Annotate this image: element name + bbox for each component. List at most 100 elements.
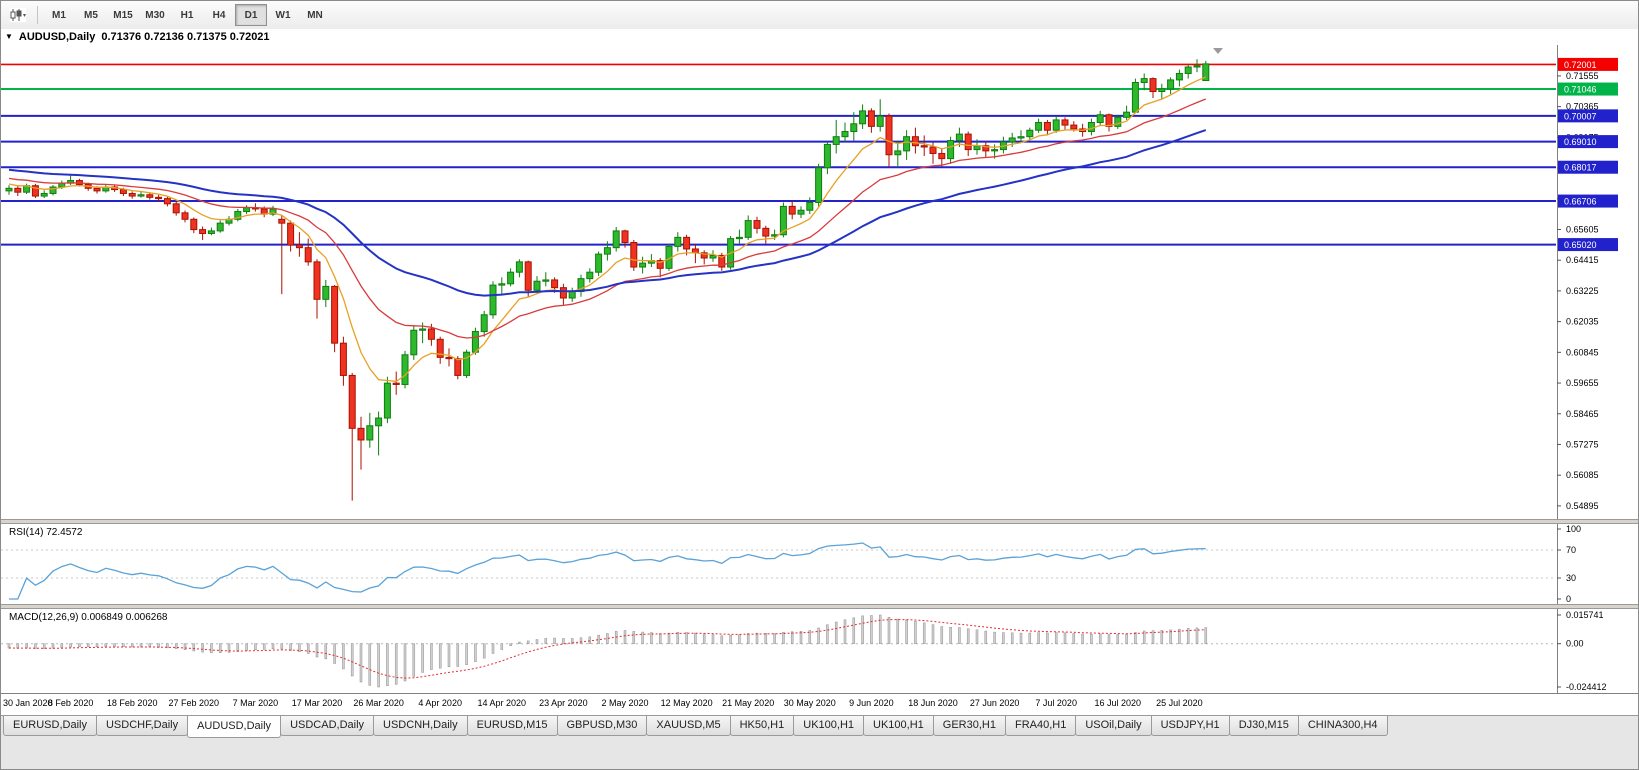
svg-text:0.63225: 0.63225 [1566,286,1599,296]
time-axis-label: 9 Jun 2020 [849,698,894,708]
chart-tab-gbpusd-m30[interactable]: GBPUSD,M30 [556,716,648,736]
chart-tab-eurusd-daily[interactable]: EURUSD,Daily [3,716,97,736]
price-level-badge [1558,194,1618,208]
toolbar: M1 M5 M15 M30 H1 H4 D1 W1 MN [1,1,1638,30]
chart-tab-uk100-h1[interactable]: UK100,H1 [863,716,934,736]
timeframe-button-m5[interactable]: M5 [84,9,98,21]
candlestick-icon [10,8,26,22]
panel-splitter-macd[interactable] [1,604,1638,609]
svg-text:0.56085: 0.56085 [1566,470,1599,480]
rsi-value: 72.4572 [46,527,83,538]
chart-tab-dj30-m15[interactable]: DJ30,M15 [1228,716,1299,736]
svg-text:0.57275: 0.57275 [1566,439,1599,449]
chart-title: AUDUSD,Daily [18,31,96,43]
timeframe-button-d1[interactable]: D1 [235,4,267,26]
svg-text:0.54895: 0.54895 [1566,501,1599,511]
time-axis-label: 25 Jul 2020 [1156,698,1203,708]
time-axis-label: 12 May 2020 [660,698,713,708]
panel-splitter-rsi[interactable] [1,519,1638,524]
macd-panel-canvas[interactable]: 0.015741 0.00 -0.024412 [1,609,1639,693]
svg-text:0.70007: 0.70007 [1564,111,1597,121]
svg-text:0.65020: 0.65020 [1564,240,1597,250]
svg-text:0.64415: 0.64415 [1566,255,1599,265]
price-chart-canvas[interactable]: 0.715550.703650.691750.679850.667950.656… [1,45,1639,519]
chart-tab-audusd-daily[interactable]: AUDUSD,Daily [187,716,282,738]
svg-text:70: 70 [1566,545,1576,555]
svg-text:0.62035: 0.62035 [1566,317,1599,327]
time-axis-label: 18 Jun 2020 [908,698,958,708]
toolbar-separator [37,6,38,24]
price-level-badge [1558,238,1618,252]
price-level-badge [1558,135,1618,149]
svg-text:0.00: 0.00 [1566,639,1584,649]
svg-text:0.69010: 0.69010 [1564,137,1597,147]
time-axis-label: 26 Mar 2020 [353,698,404,708]
price-level-badge [1558,160,1618,174]
ma-45-line [8,129,1207,297]
timeframe-button-h1[interactable]: H1 [180,9,194,21]
chart-title-bar: ▼ AUDUSD,Daily 0.71376 0.72136 0.71375 0… [1,29,1638,45]
time-axis-label: 30 May 2020 [783,698,836,708]
time-axis-label: 4 Apr 2020 [418,698,462,708]
svg-text:0.59655: 0.59655 [1566,378,1599,388]
timeframe-button-m30[interactable]: M30 [145,9,165,21]
chart-tab-usdcad-daily[interactable]: USDCAD,Daily [280,716,375,736]
chart-tab-hk50-h1[interactable]: HK50,H1 [729,716,795,736]
chart-tab-usdchf-daily[interactable]: USDCHF,Daily [95,716,189,736]
time-axis-label: 30 Jan 2020 [3,698,53,708]
chart-tab-usoil-daily[interactable]: USOil,Daily [1075,716,1152,736]
svg-text:30: 30 [1566,573,1576,583]
time-axis-label: 14 Apr 2020 [477,698,527,708]
svg-text:0.66706: 0.66706 [1564,197,1597,207]
svg-text:0.70365: 0.70365 [1566,102,1599,112]
chart-type-candlestick-icon[interactable] [5,4,31,26]
svg-text:0.72001: 0.72001 [1564,60,1597,70]
chart-tab-xauusd-m5[interactable]: XAUUSD,M5 [646,716,731,736]
svg-text:100: 100 [1566,524,1581,534]
ma-21-line [8,98,1207,339]
chart-ohlc-readout: 0.71376 0.72136 0.71375 0.72021 [101,31,270,43]
rsi-line [9,542,1206,600]
timeframe-button-mn[interactable]: MN [307,9,323,21]
timeframe-button-m15[interactable]: M15 [113,9,133,21]
timeframe-button-m1[interactable]: M1 [52,9,66,21]
time-axis-label: 27 Feb 2020 [168,698,220,708]
chart-tab-uk100-h1[interactable]: UK100,H1 [793,716,865,736]
chart-shift-marker [1213,48,1223,54]
chart-tab-china300-h4[interactable]: CHINA300,H4 [1297,716,1388,736]
svg-text:0.71046: 0.71046 [1564,85,1597,95]
chart-menu-icon[interactable]: ▼ [5,32,13,41]
macd-signal-line [8,619,1206,679]
svg-text:0.015741: 0.015741 [1566,610,1604,620]
macd-values: 0.006849 0.006268 [81,612,168,623]
chart-tab-usdcnh-daily[interactable]: USDCNH,Daily [373,716,468,736]
time-axis-label: 2 May 2020 [601,698,649,708]
svg-text:0.60845: 0.60845 [1566,347,1599,357]
svg-text:0.58465: 0.58465 [1566,409,1599,419]
svg-text:0.68017: 0.68017 [1564,163,1597,173]
timeframe-button-h4[interactable]: H4 [212,9,226,21]
price-level-badge [1558,57,1618,71]
time-axis-label: 21 May 2020 [722,698,775,708]
svg-text:-0.024412: -0.024412 [1566,682,1607,692]
svg-text:0: 0 [1566,594,1571,604]
time-axis-label: 7 Mar 2020 [232,698,279,708]
chart-tab-fra40-h1[interactable]: FRA40,H1 [1004,716,1077,736]
ma-8-line [8,76,1207,383]
price-level-badge [1558,82,1618,96]
chart-tab-usdjpy-h1[interactable]: USDJPY,H1 [1150,716,1230,736]
time-axis-label: 27 Jun 2020 [969,698,1020,708]
macd-label: MACD(12,26,9) 0.006849 0.006268 [7,612,170,623]
time-axis-label: 16 Jul 2020 [1094,698,1142,708]
chart-tab-ger30-h1[interactable]: GER30,H1 [932,716,1006,736]
timeframe-buttons: M1 M5 M15 M30 H1 H4 D1 W1 MN [43,4,331,26]
time-axis[interactable]: 30 Jan 2020 8 Feb 2020 18 Feb 2020 27 Feb 2… [1,693,1638,716]
svg-text:0.71555: 0.71555 [1566,71,1599,81]
timeframe-button-w1[interactable]: W1 [275,9,291,21]
chart-tab-eurusd-m15[interactable]: EURUSD,M15 [466,716,558,736]
chart-tabs-bar: EURUSD,Daily USDCHF,Daily AUDUSD,Daily USDC… [1,715,1638,769]
rsi-panel-canvas[interactable]: 100 70 30 0 [1,524,1639,604]
rsi-label: RSI(14) 72.4572 [7,527,85,538]
svg-text:0.65605: 0.65605 [1566,224,1599,234]
